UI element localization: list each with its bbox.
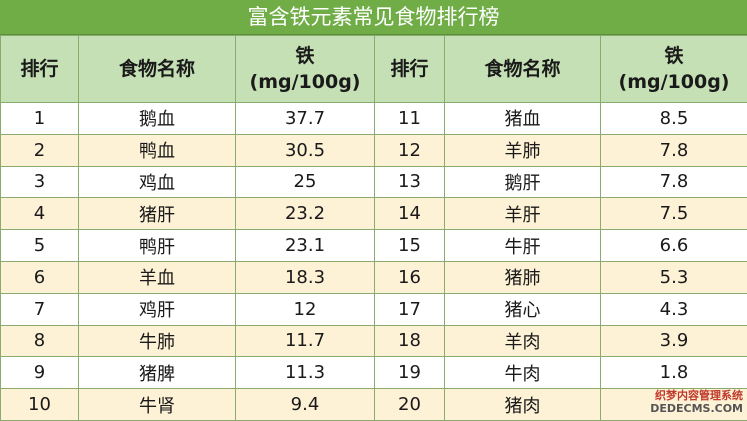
cell-iron: 12 [235,292,375,326]
cell-food-name: 牛肾 [78,388,236,421]
cell-rank: 13 [374,165,445,199]
cell-iron: 23.1 [235,229,375,262]
cell-rank: 16 [374,260,445,294]
cell-food-name: 猪心 [444,292,601,326]
cell-iron: 30.5 [235,133,375,167]
iron-ranking-table: 排行 食物名称 铁 (mg/100g) 排行 食物名称 铁 (mg/100g) … [0,35,747,421]
header-iron-unit: (mg/100g) [618,71,730,93]
cell-rank: 11 [374,102,445,135]
header-food-name: 食物名称 [444,35,601,103]
header-iron-unit: (mg/100g) [249,71,361,93]
cell-iron: 11.3 [235,356,375,390]
table-row: 10 牛肾 9.4 20 猪肉 [0,388,747,421]
header-iron: 铁 (mg/100g) [235,35,375,103]
header-iron: 铁 (mg/100g) [600,35,747,103]
header-row: 排行 食物名称 铁 (mg/100g) 排行 食物名称 铁 (mg/100g) [0,35,747,103]
cell-food-name: 羊肉 [444,324,601,358]
cell-food-name: 猪脾 [78,356,236,390]
cell-food-name: 牛肝 [444,229,601,262]
cell-rank: 18 [374,324,445,358]
cell-iron: 8.5 [600,102,747,135]
cell-rank: 3 [0,165,79,199]
table-row: 5 鸭肝 23.1 15 牛肝 6.6 [0,229,747,262]
cell-rank: 19 [374,356,445,390]
cell-iron: 6.6 [600,229,747,262]
cell-food-name: 牛肉 [444,356,601,390]
header-food-name: 食物名称 [78,35,236,103]
cell-food-name: 羊肺 [444,133,601,167]
table-row: 1 鹅血 37.7 11 猪血 8.5 [0,102,747,135]
cell-rank: 12 [374,133,445,167]
header-rank: 排行 [0,35,79,103]
cell-iron: 11.7 [235,324,375,358]
table-row: 8 牛肺 11.7 18 羊肉 3.9 [0,324,747,358]
cell-rank: 8 [0,324,79,358]
cell-food-name: 羊肝 [444,197,601,231]
cell-food-name: 鸡血 [78,165,236,199]
cell-food-name: 鹅血 [78,102,236,135]
cell-food-name: 羊血 [78,260,236,294]
cell-iron: 5.3 [600,260,747,294]
cell-food-name: 牛肺 [78,324,236,358]
cell-iron: 7.5 [600,197,747,231]
cell-iron: 3.9 [600,324,747,358]
table-row: 4 猪肝 23.2 14 羊肝 7.5 [0,197,747,231]
cell-rank: 9 [0,356,79,390]
cell-rank: 10 [0,388,79,421]
cell-rank: 15 [374,229,445,262]
cell-iron: 1.8 [600,356,747,390]
cell-food-name: 鸭肝 [78,229,236,262]
cell-iron: 4.3 [600,292,747,326]
cell-rank: 1 [0,102,79,135]
cell-rank: 17 [374,292,445,326]
cell-food-name: 猪肺 [444,260,601,294]
cell-food-name: 猪肉 [444,388,601,421]
table-title: 富含铁元素常见食物排行榜 [0,0,747,35]
cell-iron: 7.8 [600,133,747,167]
cell-iron: 7.8 [600,165,747,199]
cell-food-name: 鸭血 [78,133,236,167]
cell-rank: 6 [0,260,79,294]
cell-food-name: 鸡肝 [78,292,236,326]
cell-iron: 9.4 [235,388,375,421]
cell-rank: 14 [374,197,445,231]
cell-rank: 2 [0,133,79,167]
cell-rank: 7 [0,292,79,326]
cell-food-name: 猪血 [444,102,601,135]
header-iron-label: 铁 [295,45,315,67]
cell-iron: 23.2 [235,197,375,231]
table-row: 2 鸭血 30.5 12 羊肺 7.8 [0,133,747,167]
table-row: 9 猪脾 11.3 19 牛肉 1.8 [0,356,747,390]
cell-rank: 4 [0,197,79,231]
cell-food-name: 鹅肝 [444,165,601,199]
header-rank: 排行 [374,35,445,103]
header-iron-label: 铁 [664,45,684,67]
cell-iron: 25 [235,165,375,199]
cell-iron: 18.3 [235,260,375,294]
table-body: 1 鹅血 37.7 11 猪血 8.5 2 鸭血 30.5 12 羊肺 7.8 3 鸡血 25 13 鹅肝 7.8… [0,102,747,421]
cell-rank: 20 [374,388,445,421]
cell-food-name: 猪肝 [78,197,236,231]
table-row: 3 鸡血 25 13 鹅肝 7.8 [0,165,747,199]
cell-iron [600,388,747,421]
table-row: 6 羊血 18.3 16 猪肺 5.3 [0,260,747,294]
cell-rank: 5 [0,229,79,262]
cell-iron: 37.7 [235,102,375,135]
table-row: 7 鸡肝 12 17 猪心 4.3 [0,292,747,326]
